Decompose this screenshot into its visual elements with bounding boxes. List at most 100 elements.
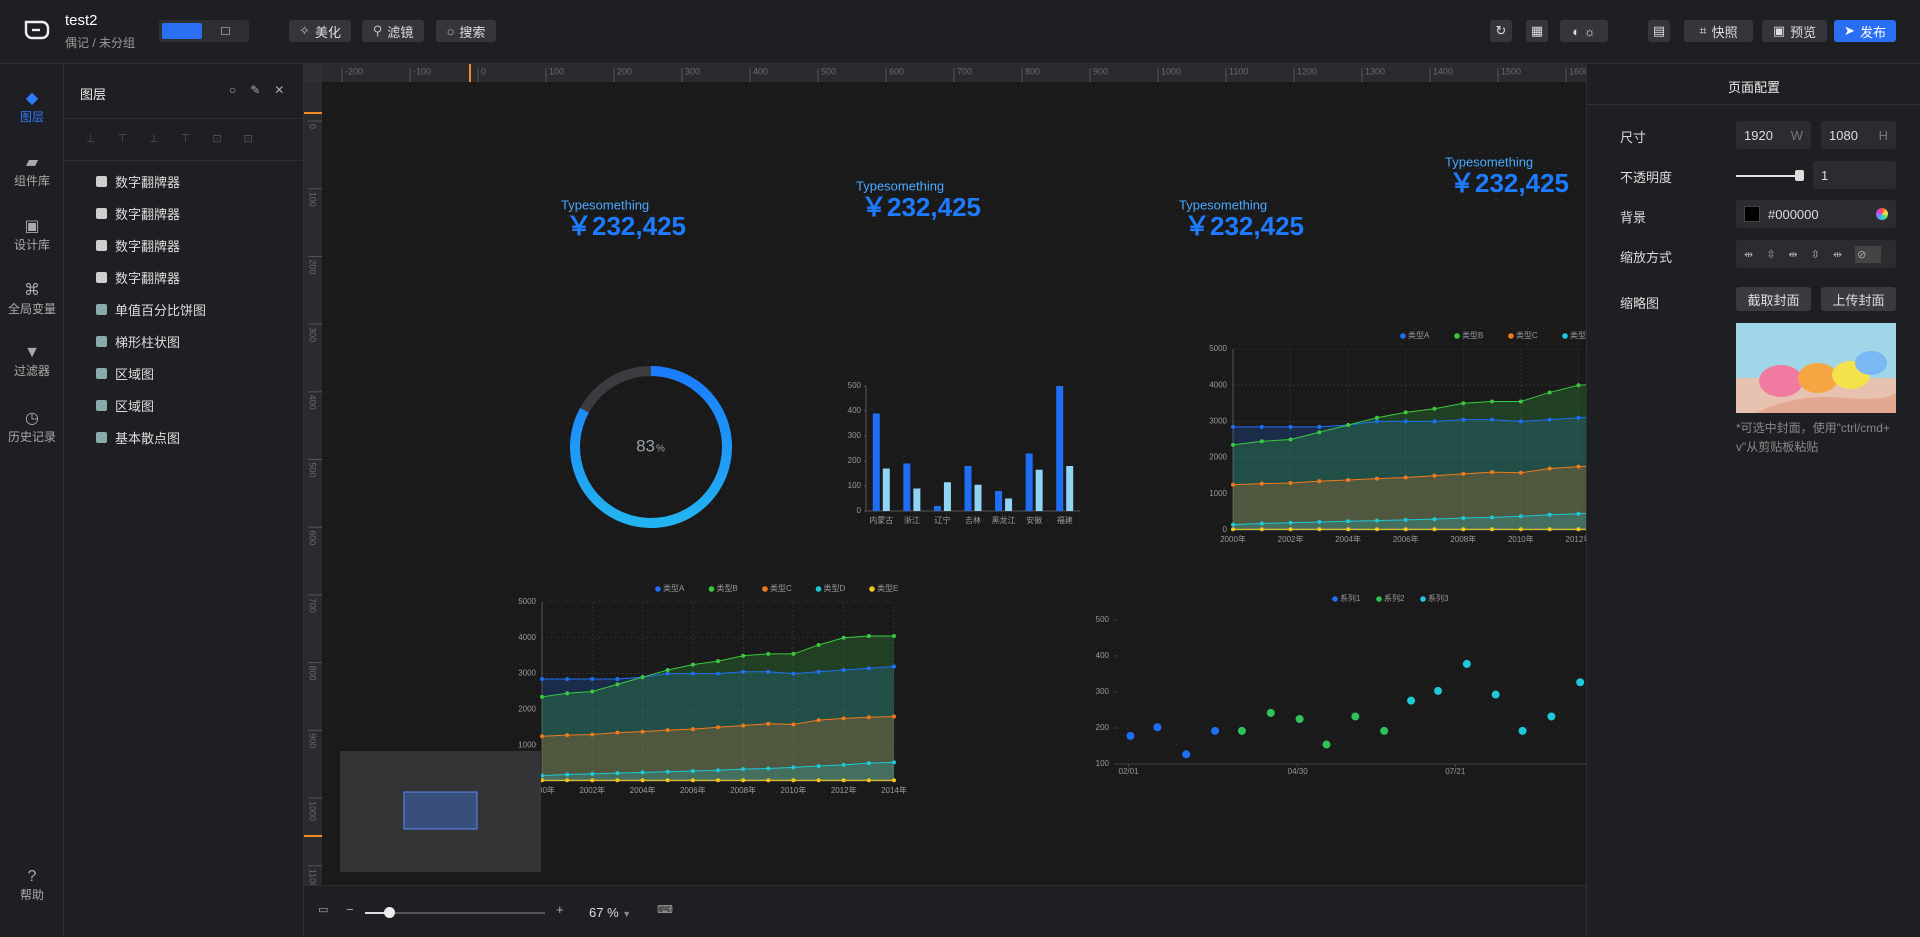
- refresh-button[interactable]: ↻: [1490, 20, 1512, 42]
- ruler-label: 1000: [1161, 66, 1181, 76]
- ruler-label: 0: [481, 66, 486, 76]
- ruler-label: 300: [308, 327, 318, 342]
- point: [690, 671, 695, 676]
- preview-button[interactable]: ▣ 预览: [1762, 20, 1827, 42]
- layer-item[interactable]: 区域图: [96, 364, 154, 383]
- point: [1461, 516, 1466, 521]
- flipper-value: ￥232,425: [1184, 211, 1304, 241]
- legend-label: 类型B: [717, 583, 738, 593]
- snapshot-button[interactable]: ⌗ 快照: [1684, 20, 1753, 42]
- legend-marker: [1562, 333, 1568, 339]
- layer-item[interactable]: 梯形柱状图: [96, 332, 180, 351]
- area-fill: [1233, 384, 1586, 530]
- mode-toggle[interactable]: [159, 20, 249, 42]
- point: [1490, 417, 1495, 422]
- thumbnail-image[interactable]: [1736, 323, 1896, 413]
- search-button[interactable]: ○ 搜索: [436, 20, 496, 42]
- zoom-knob[interactable]: [384, 907, 395, 918]
- point: [1288, 424, 1293, 429]
- x-tick-label: 安徽: [1026, 515, 1042, 525]
- background-input[interactable]: #000000: [1736, 200, 1896, 228]
- point: [690, 778, 695, 783]
- minimap-viewport: [403, 791, 478, 830]
- ruler-label: 1100: [1229, 66, 1248, 76]
- filter-button[interactable]: ⚲ 滤镜: [362, 20, 424, 42]
- x-tick-label: 04/30: [1288, 767, 1309, 776]
- zoom-in[interactable]: +: [556, 902, 564, 917]
- point: [1576, 511, 1581, 516]
- nav-help[interactable]: ? 帮助: [0, 868, 64, 903]
- point: [590, 676, 595, 681]
- layer-item[interactable]: 数字翻牌器: [96, 236, 180, 255]
- capture-button[interactable]: 截取封面: [1736, 287, 1811, 311]
- opacity-input[interactable]: 1: [1813, 161, 1896, 189]
- legend-label: 类型A: [663, 583, 685, 593]
- layer-item[interactable]: 数字翻牌器: [96, 172, 180, 191]
- theme-toggle[interactable]: ◐ ☼: [1560, 20, 1608, 42]
- layer-item[interactable]: 基本散点图: [96, 428, 180, 447]
- edit-mode[interactable]: [162, 23, 202, 39]
- point: [1317, 479, 1322, 484]
- project-title: test2: [65, 12, 98, 29]
- point: [741, 778, 746, 783]
- layer-item[interactable]: 数字翻牌器: [96, 268, 180, 287]
- beautify-button[interactable]: ✧ 美化: [289, 20, 351, 42]
- breadcrumb[interactable]: 偶记 / 未分组: [65, 36, 136, 50]
- nav-layers[interactable]: ◆ 图层: [0, 88, 64, 125]
- nav-history[interactable]: ◷ 历史记录: [0, 408, 64, 445]
- nav-design[interactable]: ▣ 设计库: [0, 216, 64, 253]
- point: [1211, 726, 1220, 735]
- nav-label: 设计库: [13, 238, 50, 252]
- point: [1518, 470, 1523, 475]
- nav-components[interactable]: ▰ 组件库: [0, 152, 64, 189]
- layer-item[interactable]: 单值百分比饼图: [96, 300, 206, 319]
- point: [841, 635, 846, 640]
- shortcut-button[interactable]: ▤: [1648, 20, 1670, 42]
- height-input[interactable]: 1080 H: [1821, 121, 1896, 149]
- bar: [964, 466, 972, 511]
- layer-name: 梯形柱状图: [115, 335, 181, 350]
- point: [615, 676, 620, 681]
- align-tools[interactable]: ⊥⊤⊥⊤⊡⊡: [86, 133, 275, 145]
- height-unit: H: [1878, 127, 1888, 143]
- y-tick-label: 1000: [518, 740, 536, 749]
- point: [716, 659, 720, 664]
- divider: [64, 160, 304, 161]
- canvas[interactable]: Typesomething￥232,425Typesomething￥232,4…: [304, 64, 1586, 885]
- opacity-slider[interactable]: [1736, 175, 1800, 177]
- point: [1259, 481, 1264, 486]
- point: [1153, 723, 1162, 732]
- zoom-out[interactable]: −: [346, 902, 354, 917]
- ruler-label: 300: [685, 66, 700, 76]
- point: [892, 778, 896, 783]
- nav-filters[interactable]: ▼ 过滤器: [0, 344, 64, 379]
- x-tick-label: 2000年: [529, 785, 555, 795]
- shortcuts[interactable]: ⌨: [657, 904, 673, 916]
- scale-options[interactable]: ⇹⇳⇹⇳⇹ ⊘: [1736, 240, 1896, 268]
- minimap-toggle[interactable]: ▭: [318, 904, 329, 916]
- opacity-label: 不透明度: [1620, 170, 1673, 185]
- legend-label: 类型D: [824, 583, 846, 593]
- ruler-label: 200: [308, 259, 318, 274]
- zoom-unit: %: [607, 905, 619, 920]
- point: [1237, 726, 1246, 735]
- y-tick-label: 200: [1096, 723, 1110, 732]
- zoom-level[interactable]: 67 % ▼: [589, 905, 632, 920]
- layout-button[interactable]: ▦: [1526, 20, 1548, 42]
- legend-marker: [1376, 596, 1382, 602]
- panel-actions[interactable]: ○✎✕: [229, 83, 299, 97]
- width-input[interactable]: 1920 W: [1736, 121, 1811, 149]
- point: [766, 778, 771, 783]
- fit-mode[interactable]: [221, 27, 230, 35]
- nav-label: 历史记录: [7, 430, 56, 444]
- layer-item[interactable]: 区域图: [96, 396, 154, 415]
- zoom-slider[interactable]: [365, 912, 545, 914]
- upload-button[interactable]: 上传封面: [1821, 287, 1896, 311]
- point: [1490, 527, 1495, 532]
- publish-button[interactable]: ➤ 发布: [1834, 20, 1896, 42]
- layer-name: 数字翻牌器: [115, 207, 181, 222]
- nav-variables[interactable]: ⌘ 全局变量: [0, 280, 64, 317]
- opacity-knob[interactable]: [1795, 170, 1804, 181]
- y-tick-label: 500: [848, 381, 862, 390]
- layer-item[interactable]: 数字翻牌器: [96, 204, 180, 223]
